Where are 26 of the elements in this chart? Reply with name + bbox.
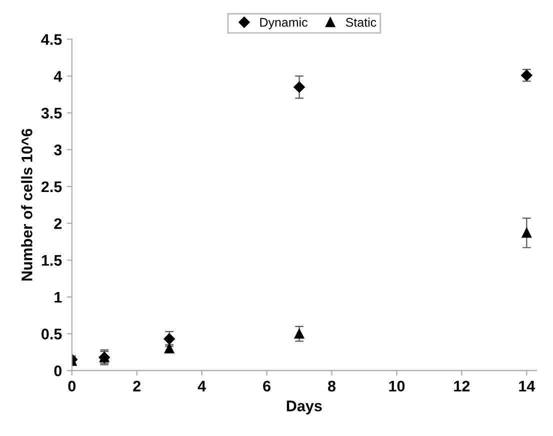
y-tick-label: 2.5: [41, 181, 62, 192]
x-tick-label: 12: [454, 380, 470, 392]
y-tick-label: 3: [54, 144, 62, 156]
point: [522, 228, 532, 238]
y-tick-label: 4.5: [41, 34, 62, 45]
legend-label: Static: [346, 18, 376, 27]
x-axis-title: Days: [286, 400, 322, 414]
x-tick-label: 10: [389, 380, 405, 392]
x-tick-label: 8: [328, 380, 336, 392]
legend-label: Dynamic: [260, 18, 308, 30]
x-tick-label: 6: [263, 380, 270, 392]
x-tick-label: 2: [133, 380, 140, 392]
y-tick-label: 0: [54, 365, 62, 376]
y-tick-label: 2: [54, 218, 62, 229]
y-tick-label: 3.5: [41, 108, 62, 119]
point: [294, 328, 304, 339]
y-tick-label: 1: [54, 292, 62, 302]
y-tick-label: 4: [54, 71, 62, 82]
point: [294, 82, 305, 93]
y-tick-label: 1.5: [42, 255, 62, 266]
x-tick-label: 4: [198, 380, 206, 392]
x-tick-label: 14: [519, 380, 536, 392]
point: [164, 344, 174, 354]
y-tick-label: 0.5: [42, 328, 62, 340]
y-axis-title: Number of cells 10^6: [21, 128, 32, 281]
x-tick-label: 0: [68, 380, 76, 392]
